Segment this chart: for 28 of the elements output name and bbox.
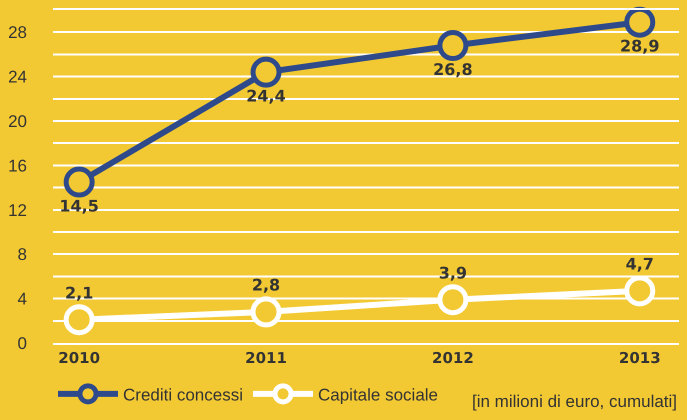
y-tick-label: 24 xyxy=(8,68,27,87)
y-tick-label: 0 xyxy=(18,334,27,353)
point xyxy=(624,6,656,38)
point xyxy=(250,56,282,88)
data-label: 2,1 xyxy=(64,283,94,302)
data-label: 28,9 xyxy=(620,36,660,56)
x-tick-label: 2011 xyxy=(245,349,287,367)
point xyxy=(64,304,95,336)
x-tick-label: 2010 xyxy=(58,349,100,367)
point xyxy=(437,284,468,316)
y-tick-label: 12 xyxy=(8,200,27,220)
point xyxy=(624,275,656,306)
y-tick-label: 20 xyxy=(8,112,27,131)
data-label: 26,8 xyxy=(433,60,473,79)
point xyxy=(250,296,282,328)
point xyxy=(437,30,468,62)
y-tick-label: 8 xyxy=(18,245,27,264)
x-tick-label: 2012 xyxy=(432,349,474,367)
legend-label: Crediti concessi xyxy=(123,385,243,404)
y-tick-label: 16 xyxy=(8,156,27,176)
data-label: 4,7 xyxy=(626,254,654,274)
point xyxy=(64,166,95,198)
y-tick-label: 4 xyxy=(18,290,27,309)
y-tick-label: 28 xyxy=(8,23,27,42)
x-tick-label: 2013 xyxy=(618,349,661,367)
legend-label: Capitale sociale xyxy=(318,385,438,404)
text: [in milioni di euro, cumulati] xyxy=(472,392,678,411)
data-label: 2,8 xyxy=(252,276,280,295)
